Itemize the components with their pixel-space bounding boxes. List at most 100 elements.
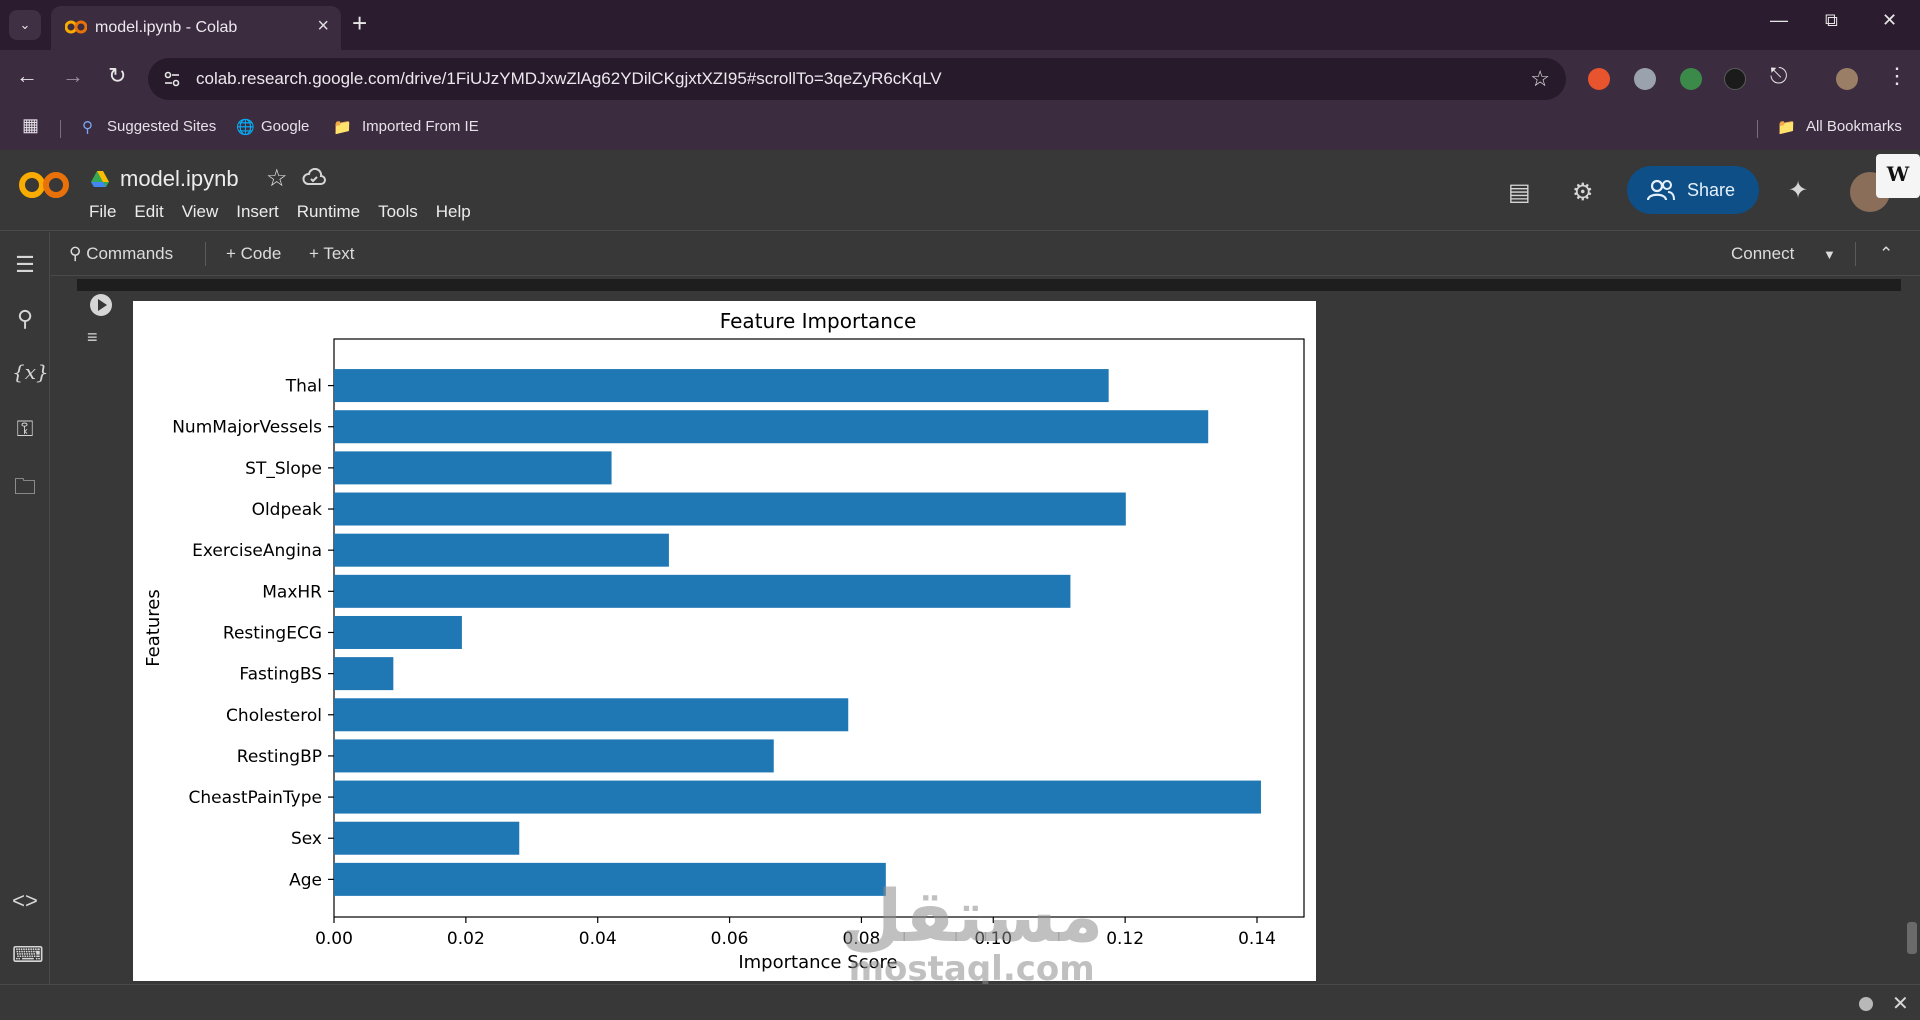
y-tick-label: Sex	[291, 829, 322, 849]
colab-favicon-icon	[65, 20, 87, 34]
bar-exerciseangina	[334, 533, 669, 567]
x-axis-label: Importance Score	[738, 952, 897, 973]
notebook-title[interactable]: model.ipynb	[120, 166, 239, 191]
add-code-button[interactable]: + Code	[226, 244, 282, 263]
x-tick-label: 0.02	[447, 929, 485, 949]
all-bookmarks[interactable]: All Bookmarks	[1806, 118, 1902, 135]
w-overlay-badge[interactable]: W	[1876, 154, 1920, 198]
address-bar[interactable]: colab.research.google.com/drive/1FiUJzYM…	[148, 58, 1566, 100]
chevron-down-icon: ⌄	[19, 17, 31, 32]
watermark-arabic: مستقل	[840, 874, 1104, 958]
menu-help[interactable]: Help	[435, 202, 471, 221]
window-close-icon[interactable]: ✕	[1882, 10, 1898, 30]
find-icon[interactable]: ⚲	[16, 306, 34, 331]
folder-icon: 📁	[1777, 119, 1796, 136]
connect-dropdown-icon[interactable]: ▼	[1823, 247, 1836, 262]
y-tick-label: Age	[289, 870, 322, 890]
comment-icon[interactable]: ▤	[1508, 179, 1531, 206]
bookmark-google[interactable]: Google	[261, 118, 310, 135]
y-tick-label: CheastPainType	[189, 788, 323, 808]
commands-button[interactable]: ⚲ Commands	[69, 244, 173, 264]
more-menu-icon[interactable]: ⋮	[1886, 63, 1908, 88]
chart-output: Feature Importance Age Sex CheastPainType R…	[133, 301, 1316, 981]
command-bar: ⚲ Commands + Code + Text Connect ▼ ⌃	[51, 232, 1920, 276]
star-icon[interactable]: ☆	[266, 165, 288, 192]
bookmarks-bar: ▦ ⚲ Suggested Sites 🌐 Google 📁 Imported …	[0, 108, 1920, 150]
extension-globe-icon[interactable]	[1680, 68, 1702, 90]
variables-icon[interactable]: {x}	[12, 360, 49, 384]
y-tick-label: ST_Slope	[245, 459, 322, 479]
people-icon	[1647, 179, 1675, 201]
site-settings-icon[interactable]	[162, 69, 182, 89]
back-icon[interactable]: ←	[16, 63, 38, 88]
tab-title: model.ipynb - Colab	[95, 19, 238, 36]
bar-sex	[334, 821, 520, 855]
menu-insert[interactable]: Insert	[236, 202, 279, 221]
extension-shield-icon[interactable]	[1588, 68, 1610, 90]
run-cell-icon[interactable]	[89, 293, 113, 317]
x-tick-label: 0.14	[1238, 929, 1276, 949]
commands-label: Commands	[86, 244, 174, 263]
bar-age	[334, 862, 886, 896]
reload-icon[interactable]: ↻	[108, 63, 127, 88]
code-snippets-icon[interactable]: <>	[12, 888, 38, 913]
extensions-puzzle-icon[interactable]: ⎋	[1770, 63, 1788, 88]
x-tick-label: 0.06	[711, 929, 749, 949]
watermark-latin: mostaql.com	[848, 949, 1095, 989]
runtime-status-icon[interactable]	[1859, 997, 1873, 1011]
collapse-toolbar-icon[interactable]: ⌃	[1879, 244, 1894, 263]
bar-thal	[334, 369, 1109, 403]
restore-icon[interactable]: ⧉	[1825, 10, 1838, 30]
command-divider	[205, 242, 206, 266]
share-button[interactable]: Share	[1627, 166, 1759, 214]
folder-icon[interactable]: 🗀	[13, 474, 36, 499]
connect-button[interactable]: Connect	[1731, 244, 1795, 263]
browser-tab[interactable]: model.ipynb - Colab ×	[51, 6, 341, 50]
tab-search-button[interactable]: ⌄	[9, 10, 41, 40]
browser-toolbar: ← → ↻ colab.research.google.com/drive/1F…	[0, 50, 1920, 108]
bar-nummajorvessels	[334, 410, 1209, 444]
key-icon[interactable]: ⚿	[16, 416, 34, 441]
bookmark-suggested-sites[interactable]: Suggested Sites	[107, 118, 217, 135]
terminal-icon[interactable]: ⌨	[12, 942, 44, 967]
search-icon: ⚲	[69, 244, 82, 263]
extension-x-icon[interactable]	[1724, 68, 1746, 90]
y-tick-label: Thal	[285, 377, 322, 397]
forward-icon[interactable]: →	[62, 63, 84, 88]
x-tick-label: 0.04	[579, 929, 617, 949]
cloud-saved-icon[interactable]	[302, 168, 326, 186]
colab-header: model.ipynb ☆ File Edit View Insert Runtime T…	[0, 150, 1920, 231]
table-of-contents-icon[interactable]: ☰	[15, 252, 35, 277]
y-tick-label: NumMajorVessels	[172, 418, 322, 438]
colab-logo-icon[interactable]	[18, 170, 70, 200]
url-text: colab.research.google.com/drive/1FiUJzYM…	[196, 69, 942, 88]
y-tick-label: Oldpeak	[252, 500, 323, 520]
menu-runtime[interactable]: Runtime	[296, 202, 361, 221]
extension-badge-icon[interactable]	[1634, 68, 1656, 90]
bookmark-star-icon[interactable]: ☆	[1530, 66, 1550, 91]
bar-st_slope	[334, 451, 612, 485]
close-panel-icon[interactable]: ✕	[1892, 993, 1909, 1015]
bar-cheastpaintype	[334, 780, 1261, 814]
sparkle-icon[interactable]: ✦	[1788, 177, 1809, 204]
new-tab-icon[interactable]: +	[352, 8, 368, 38]
profile-avatar-icon[interactable]	[1836, 68, 1858, 90]
bar-maxhr	[334, 574, 1071, 608]
tab-close-icon[interactable]: ×	[317, 15, 329, 37]
bookmark-imported-from-ie[interactable]: Imported From IE	[362, 118, 479, 135]
menu-view[interactable]: View	[181, 202, 219, 221]
gear-icon[interactable]: ⚙	[1572, 179, 1594, 206]
apps-grid-icon[interactable]: ▦	[22, 115, 40, 135]
output-options-icon[interactable]: ≡	[87, 327, 98, 347]
menu-tools[interactable]: Tools	[378, 202, 418, 221]
command-divider	[1855, 242, 1856, 266]
y-tick-label: RestingECG	[223, 623, 322, 643]
scrollbar-thumb[interactable]	[1907, 922, 1917, 954]
drive-icon[interactable]	[90, 170, 110, 188]
add-text-button[interactable]: + Text	[309, 244, 355, 263]
minimize-icon[interactable]: —	[1770, 10, 1788, 30]
bar-cholesterol	[334, 698, 849, 732]
watermark: مستقل mostaql.com	[840, 880, 1103, 986]
menu-edit[interactable]: Edit	[134, 202, 164, 221]
menu-file[interactable]: File	[89, 202, 117, 221]
